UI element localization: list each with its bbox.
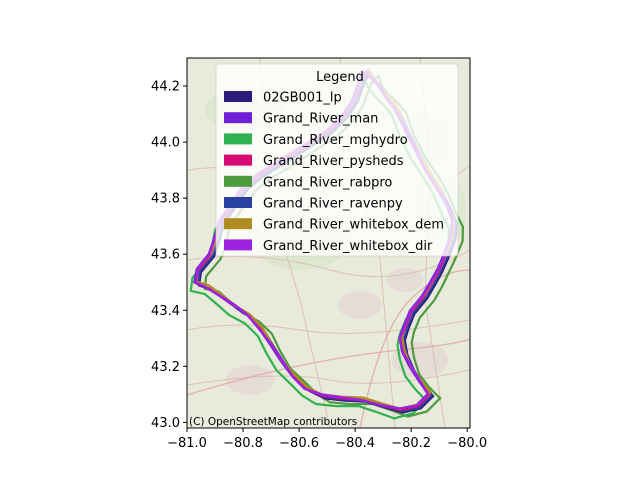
y-axis: 43.0 43.2 43.4 43.6 43.8 44.0 44.2 (151, 80, 187, 431)
axes-frame (186, 57, 471, 429)
legend-entry: Grand_River_whitebox_dir (224, 239, 433, 254)
legend-swatch (224, 197, 252, 208)
legend-entry: 02GB001_lp (224, 91, 342, 106)
x-axis: −81.0 −80.8 −80.6 −80.4 −80.2 −80.0 (167, 428, 487, 451)
legend-box (215, 63, 459, 257)
legend-swatch (224, 112, 252, 124)
y-tick-label: 43.0 (151, 416, 180, 431)
legend-entry: Grand_River_ravenpy (224, 197, 403, 212)
y-tick-label: 44.0 (151, 136, 180, 151)
legend-entry: Grand_River_pysheds (224, 154, 404, 169)
x-tick-label: −81.0 (167, 436, 207, 451)
x-tick-label: −80.2 (391, 436, 431, 451)
legend-swatch (224, 239, 252, 251)
y-tick-label: 43.2 (151, 360, 180, 375)
legend-label: 02GB001_lp (263, 91, 342, 106)
legend-entry: Grand_River_whitebox_dem (224, 218, 444, 233)
legend-swatch (224, 218, 252, 230)
legend-label: Grand_River_mghydro (263, 133, 408, 148)
map-attribution: (C) OpenStreetMap contributors (189, 416, 357, 428)
x-tick-label: −80.8 (223, 436, 263, 451)
y-tick-label: 44.2 (151, 80, 180, 95)
legend-entry: Grand_River_rabpro (224, 175, 392, 190)
legend-swatch (224, 91, 252, 102)
y-tick-label: 43.8 (151, 192, 180, 207)
legend-label: Grand_River_whitebox_dir (263, 239, 433, 254)
x-tick-label: −80.0 (447, 436, 487, 451)
legend-label: Grand_River_pysheds (263, 154, 404, 169)
legend-label: Grand_River_man (263, 112, 378, 127)
legend-entry: Grand_River_man (224, 112, 378, 127)
legend-swatch (224, 175, 252, 187)
legend-swatch (224, 154, 252, 166)
legend-title: Legend (316, 70, 364, 85)
legend: Legend 02GB001_lp Grand_River_man Grand_Ri… (215, 63, 459, 257)
legend-entry: Grand_River_mghydro (224, 133, 408, 148)
legend-swatch (224, 133, 252, 145)
legend-label: Grand_River_rabpro (263, 175, 392, 190)
y-tick-label: 43.6 (151, 248, 180, 263)
legend-label: Grand_River_ravenpy (263, 197, 403, 212)
legend-label: Grand_River_whitebox_dem (263, 218, 444, 233)
y-tick-label: 43.4 (151, 304, 180, 319)
x-tick-label: −80.4 (335, 436, 375, 451)
x-tick-label: −80.6 (279, 436, 319, 451)
